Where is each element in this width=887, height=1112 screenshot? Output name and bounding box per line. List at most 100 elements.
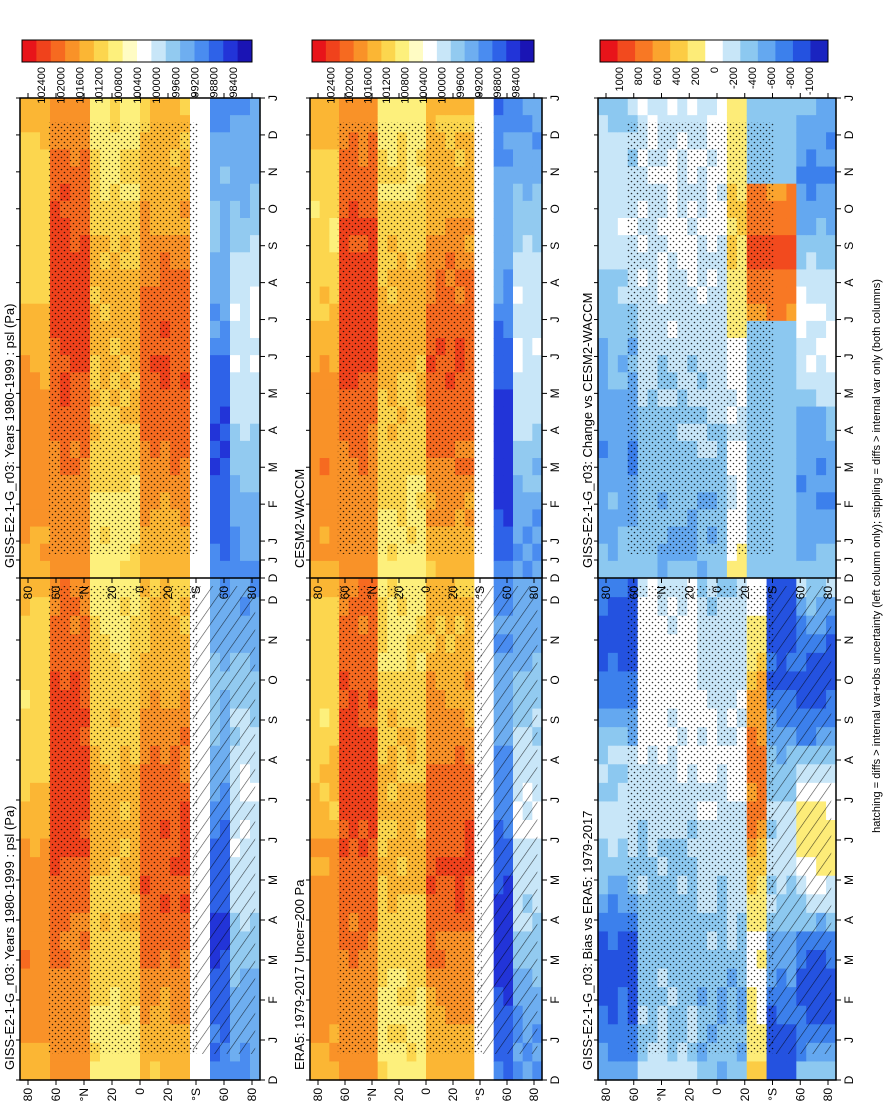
month-tick-label: N [548,636,562,645]
lat-tick-label: °S [473,586,487,599]
month-tick-label: A [266,279,280,287]
heatmap-cell [319,801,330,821]
heatmap-cell [816,440,827,459]
month-tick-label: A [548,916,562,924]
heatmap-cell [230,458,241,476]
heatmap-cell [240,183,251,202]
heatmap-cell [598,652,609,673]
heatmap-cell [598,526,609,545]
heatmap-cell [20,458,31,476]
month-tick-label: A [266,756,280,764]
heatmap-cell [687,1061,698,1081]
heatmap-cell [598,1061,609,1081]
heatmap-cell [210,115,221,133]
lat-tick-label: 60 [793,1088,807,1102]
heatmap-cell [617,338,629,356]
heatmap-cell [250,690,261,710]
heatmap-cell [30,615,41,635]
month-tick-label: S [842,716,856,724]
heatmap-cell [598,252,609,271]
heatmap-cell [310,857,321,877]
colorbar-label: 100000 [437,67,449,104]
heatmap-cell [776,372,788,391]
heatmap-cell [329,235,340,253]
heatmap-cell [20,912,31,933]
heatmap-cell [455,560,466,579]
panel-title: GISS-E2-1-G_r03: Years 1980-1999 : psl (… [2,304,17,568]
heatmap-cell [776,149,788,168]
colorbar-label: 98400 [511,67,523,98]
heatmap-cell [170,1061,181,1081]
heatmap-cell [484,303,495,322]
heatmap-cell [329,149,340,168]
heatmap-cell [140,560,151,579]
heatmap-cell [503,372,514,391]
heatmap-cell [637,560,649,579]
heatmap-cell [617,782,629,803]
heatmap-cell [40,727,51,747]
colorbar-swatch [381,40,396,62]
colorbar-label: 100800 [400,67,412,104]
lat-tick-label: 80 [245,586,259,600]
lat-tick-label: 80 [311,1088,325,1102]
heatmap-cell [310,615,321,635]
heatmap-cell [230,115,241,133]
heatmap-cell [598,634,609,654]
heatmap-cell [522,543,533,562]
month-tick-label: J [842,353,856,359]
heatmap-cell [240,372,251,391]
heatmap-cell [319,615,330,635]
heatmap-cell [329,987,340,1007]
heatmap-cell [786,149,797,168]
colorbar-swatch [600,40,619,62]
heatmap-cell [170,560,181,579]
lat-tick-label: 20 [682,1088,696,1102]
heatmap-cell [220,320,231,339]
heatmap-cell [786,372,797,391]
heatmap-cell [786,509,797,528]
colorbar: 102400 102000 101600 101200 100800 100400 1000… [311,39,535,104]
heatmap-cell [493,560,504,579]
heatmap-cell [806,355,817,373]
heatmap-cell [607,968,619,988]
heatmap-cell [200,458,211,476]
heatmap-cell [40,615,51,635]
colorbar-swatch [312,40,327,62]
heatmap-cell [100,560,111,579]
heatmap-cell [607,727,619,747]
heatmap-cell [796,543,807,562]
heatmap-cell [532,183,543,202]
heatmap-cell [20,286,31,305]
heatmap-cell [726,560,738,579]
heatmap-cell [532,252,543,271]
colorbar-swatch [520,40,535,62]
colorbar-label: 1000 [614,67,626,91]
heatmap-cell [617,406,629,425]
heatmap-cell [607,708,619,728]
heatmap-cell [40,560,51,579]
heatmap-cell [627,560,639,579]
heatmap-cell [513,509,524,528]
heatmap-cell [816,149,827,168]
heatmap-cell [240,98,251,116]
heatmap-cell [493,389,504,408]
heatmap-cell [532,801,543,821]
month-tick-label: D [266,130,280,139]
heatmap-cell [796,320,807,339]
heatmap-cell [607,820,619,840]
heatmap-cell [607,423,619,442]
heatmap-cell [250,727,261,747]
heatmap-cell [20,1042,31,1063]
heatmap-cell [30,269,41,288]
heatmap-cell [598,615,609,635]
heatmap-cell [806,338,817,356]
heatmap-cell [796,423,807,442]
colorbar-label: -800 [785,67,797,89]
heatmap-cell [30,320,41,339]
heatmap-cell [607,543,619,562]
heatmap-cell [776,492,788,511]
heatmap-cell [210,286,221,305]
heatmap-cell [210,526,221,545]
heatmap-cell [826,782,837,803]
heatmap-cell [796,1061,807,1081]
